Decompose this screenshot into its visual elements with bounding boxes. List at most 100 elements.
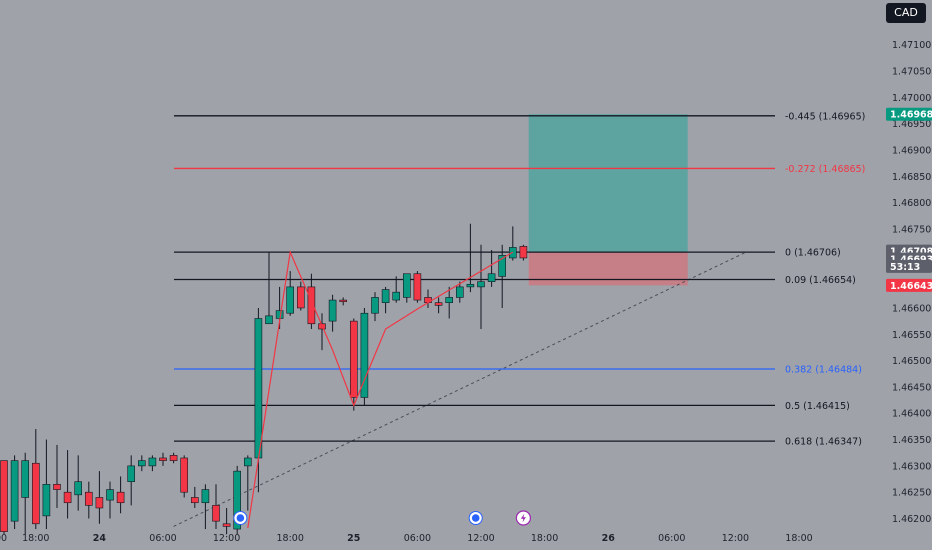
- fib-level-label: 0.382 (1.46484): [785, 365, 862, 376]
- fib-level-label: 0.5 (1.46415): [785, 401, 850, 412]
- price-axis-label: 1.46708: [890, 247, 932, 258]
- time-axis-tick: 06:00: [149, 533, 176, 544]
- currency-selector-button[interactable]: CAD: [886, 3, 926, 23]
- candle-body: [85, 491, 93, 506]
- price-axis-tick: 1.46800: [892, 198, 931, 209]
- candle-body: [191, 497, 199, 504]
- candle-body: [106, 489, 114, 501]
- time-axis-tick: 18:00: [277, 533, 304, 544]
- fib-level-label: -0.445 (1.46965): [785, 111, 865, 122]
- price-axis-label: 53:13: [890, 262, 920, 273]
- price-axis-label: 1.46643: [890, 281, 932, 292]
- time-axis-tick: 25: [347, 533, 360, 544]
- time-axis-area: [0, 528, 932, 550]
- candle-body: [487, 273, 496, 282]
- time-axis-tick: 06:00: [658, 533, 685, 544]
- candle-body: [307, 286, 316, 325]
- price-axis-label: 1.46968: [890, 110, 932, 121]
- price-axis-label-bg: [886, 278, 932, 292]
- time-axis-tick: 12:00: [213, 533, 240, 544]
- candle-body: [371, 297, 379, 314]
- candle-body: [498, 255, 507, 277]
- price-axis-tick: 1.46200: [892, 514, 931, 525]
- candle-body: [402, 273, 411, 298]
- time-axis-tick: 26: [602, 533, 616, 544]
- fib-level-label: -0.272 (1.46865): [785, 164, 865, 175]
- candle-body: [42, 484, 51, 517]
- candle-body: [127, 465, 135, 482]
- candle-body: [212, 505, 220, 522]
- price-axis-tick: 1.46450: [892, 382, 931, 393]
- price-axis-tick: 1.46550: [892, 330, 931, 341]
- candle-body: [360, 312, 369, 398]
- price-axis-tick: 1.47100: [892, 40, 931, 51]
- candle-body: [296, 286, 305, 309]
- long-position-target-zone: [528, 114, 688, 253]
- candle-body: [74, 481, 82, 496]
- candle-body: [180, 457, 188, 493]
- candle-body: [413, 273, 422, 301]
- candle-body: [254, 318, 263, 459]
- time-axis-tick: 06:00: [404, 533, 431, 544]
- price-axis-tick: 1.47000: [892, 93, 931, 104]
- candle-body: [328, 299, 337, 322]
- price-axis-tick: 1.46900: [892, 146, 931, 157]
- candle-body: [244, 457, 252, 467]
- lightning-bolt-icon: [520, 513, 526, 523]
- candle-body: [445, 297, 454, 303]
- economic-event-icon-dot: [236, 514, 245, 522]
- candle-body: [31, 462, 40, 525]
- trendline: [173, 251, 747, 527]
- candle-body: [21, 460, 30, 498]
- economic-event-icon-dot: [471, 514, 480, 522]
- candle-body: [222, 523, 231, 527]
- price-axis-tick: 1.46250: [892, 488, 931, 499]
- price-axis-label-bg: [886, 259, 932, 273]
- candle-body: [477, 281, 485, 288]
- candle-body: [0, 460, 8, 532]
- time-axis-tick: 24: [93, 533, 107, 544]
- time-axis-tick: 12:00: [0, 533, 7, 544]
- candle-body: [455, 286, 464, 298]
- fib-level-label: 0 (1.46706): [785, 248, 841, 259]
- candle-body: [434, 302, 443, 306]
- price-axis-tick: 1.46500: [892, 356, 931, 367]
- price-axis-label-bg: [886, 107, 932, 121]
- price-axis-area: [882, 0, 932, 550]
- candle-body: [201, 489, 210, 504]
- candle-body: [339, 299, 348, 302]
- candle-body: [116, 491, 125, 504]
- fib-level-label: 0.09 (1.46654): [785, 275, 856, 286]
- candle-body: [286, 286, 295, 314]
- candle-body: [138, 460, 146, 467]
- price-axis-tick: 1.46400: [892, 409, 931, 420]
- price-axis-tick: 1.46600: [892, 303, 931, 314]
- candle-body: [381, 289, 390, 303]
- candle-body: [53, 484, 61, 490]
- candle-body: [63, 491, 72, 504]
- fib-level-label: 0.618 (1.46347): [785, 437, 862, 448]
- long-position-stop-zone: [528, 252, 688, 286]
- time-axis-tick: 18:00: [531, 533, 558, 544]
- plot-background: [0, 0, 882, 528]
- price-axis-tick: 1.47050: [892, 67, 931, 78]
- time-axis-tick: 18:00: [22, 533, 49, 544]
- candle-body: [169, 455, 178, 461]
- candle-body: [519, 246, 528, 259]
- candle-body: [148, 457, 157, 467]
- price-axis-tick: 1.46850: [892, 172, 931, 183]
- time-axis-tick: 12:00: [722, 533, 749, 544]
- candle-body: [95, 497, 104, 509]
- time-axis-tick: 12:00: [467, 533, 494, 544]
- candle-body: [392, 291, 401, 301]
- candle-body: [349, 320, 358, 398]
- candle-body: [10, 460, 19, 522]
- price-axis-tick: 1.46750: [892, 224, 931, 235]
- candle-body: [233, 470, 241, 530]
- price-axis-tick: 1.46350: [892, 435, 931, 446]
- time-axis-tick: 18:00: [785, 533, 812, 544]
- price-axis-tick: 1.46300: [892, 461, 931, 472]
- harmonic-pattern-path: [247, 250, 514, 529]
